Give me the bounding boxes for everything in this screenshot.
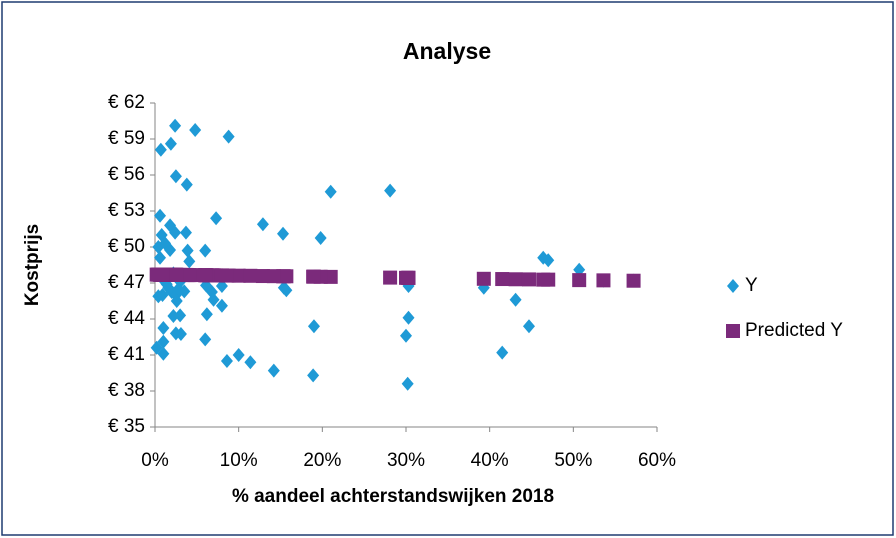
x-tick-label: 30% xyxy=(387,450,425,471)
y-tick-label: € 59 xyxy=(108,128,145,149)
diamond-marker xyxy=(522,319,535,334)
diamond-marker xyxy=(384,183,397,198)
diamond-marker xyxy=(169,118,182,133)
diamond-marker xyxy=(174,327,187,341)
diamond-marker xyxy=(169,225,182,240)
y-tick-label: € 47 xyxy=(108,272,145,293)
diamond-marker xyxy=(154,208,167,223)
square-marker xyxy=(541,272,556,287)
square-marker xyxy=(508,272,523,287)
diamond-marker xyxy=(164,243,177,257)
x-tick-label: 10% xyxy=(220,450,258,471)
square-marker xyxy=(400,270,415,285)
diamond-marker xyxy=(154,250,167,265)
diamond-marker xyxy=(156,288,169,302)
diamond-marker xyxy=(181,243,194,258)
x-tick-label: 0% xyxy=(141,450,169,471)
square-marker xyxy=(626,273,641,288)
diamond-marker xyxy=(215,298,228,313)
square-marker xyxy=(243,268,258,283)
y-axis-label: Kostprijs xyxy=(22,224,43,306)
diamond-marker xyxy=(401,376,414,391)
x-tick-label: 60% xyxy=(638,450,676,471)
diamond-marker xyxy=(164,136,177,151)
diamond-marker xyxy=(174,308,187,323)
legend-label: Y xyxy=(745,275,758,296)
diamond-marker xyxy=(307,319,320,334)
diamond-marker xyxy=(154,142,167,157)
diamond-marker xyxy=(542,253,555,268)
x-tick-label: 50% xyxy=(554,450,592,471)
diamond-marker xyxy=(727,279,739,293)
x-axis-label: % aandeel achterstandswijken 2018 xyxy=(232,486,554,507)
y-tick-label: € 62 xyxy=(108,92,145,113)
square-marker xyxy=(726,324,740,338)
square-marker xyxy=(476,271,491,286)
diamond-marker xyxy=(400,328,412,343)
diamond-marker xyxy=(167,309,180,323)
diamond-marker xyxy=(496,345,509,360)
square-marker xyxy=(596,273,611,288)
diamond-marker xyxy=(324,184,337,199)
diamond-marker xyxy=(314,231,327,245)
diamond-marker xyxy=(189,123,202,137)
square-marker xyxy=(231,268,246,283)
y-tick-label: € 41 xyxy=(108,344,145,365)
square-marker xyxy=(572,273,587,288)
diamond-marker xyxy=(307,368,320,383)
y-tick-label: € 35 xyxy=(108,416,145,437)
y-tick-label: € 56 xyxy=(108,164,145,185)
diamond-marker xyxy=(199,243,212,258)
diamond-marker xyxy=(402,310,415,325)
square-marker xyxy=(306,269,321,284)
square-marker xyxy=(279,269,294,284)
diamond-marker xyxy=(210,211,223,226)
x-tick-label: 40% xyxy=(471,450,509,471)
square-marker xyxy=(255,269,270,284)
diamond-marker xyxy=(179,225,192,240)
diamond-marker xyxy=(152,240,165,254)
diamond-marker xyxy=(169,169,182,184)
y-tick-label: € 44 xyxy=(108,308,145,329)
square-marker xyxy=(169,267,184,282)
square-marker xyxy=(383,270,398,285)
square-marker xyxy=(495,272,510,287)
square-marker xyxy=(266,269,281,284)
diamond-marker xyxy=(232,348,245,362)
diamond-marker xyxy=(207,292,220,307)
diamond-marker xyxy=(220,354,233,368)
diamond-marker xyxy=(157,321,170,335)
diamond-marker xyxy=(256,217,269,232)
x-tick-label: 20% xyxy=(303,450,341,471)
chart-title: Analyse xyxy=(403,38,491,64)
y-tick-label: € 38 xyxy=(108,380,145,401)
diamond-marker xyxy=(200,307,213,322)
legend-label: Predicted Y xyxy=(745,320,843,341)
diamond-marker xyxy=(199,332,212,347)
diamond-marker xyxy=(170,294,183,308)
diamond-marker xyxy=(277,226,290,241)
square-marker xyxy=(521,272,536,287)
diamond-marker xyxy=(222,129,235,144)
diamond-marker xyxy=(157,346,170,361)
square-marker xyxy=(155,267,170,282)
diamond-marker xyxy=(180,177,193,192)
diamond-marker xyxy=(183,254,196,269)
diamond-marker xyxy=(267,363,280,378)
diamond-marker xyxy=(509,292,522,307)
diamond-marker xyxy=(244,355,257,370)
diamond-marker xyxy=(280,283,293,298)
square-marker xyxy=(198,268,213,283)
y-tick-label: € 53 xyxy=(108,200,145,221)
diamond-marker xyxy=(172,282,185,296)
square-marker xyxy=(219,268,234,283)
y-tick-label: € 50 xyxy=(108,236,145,257)
